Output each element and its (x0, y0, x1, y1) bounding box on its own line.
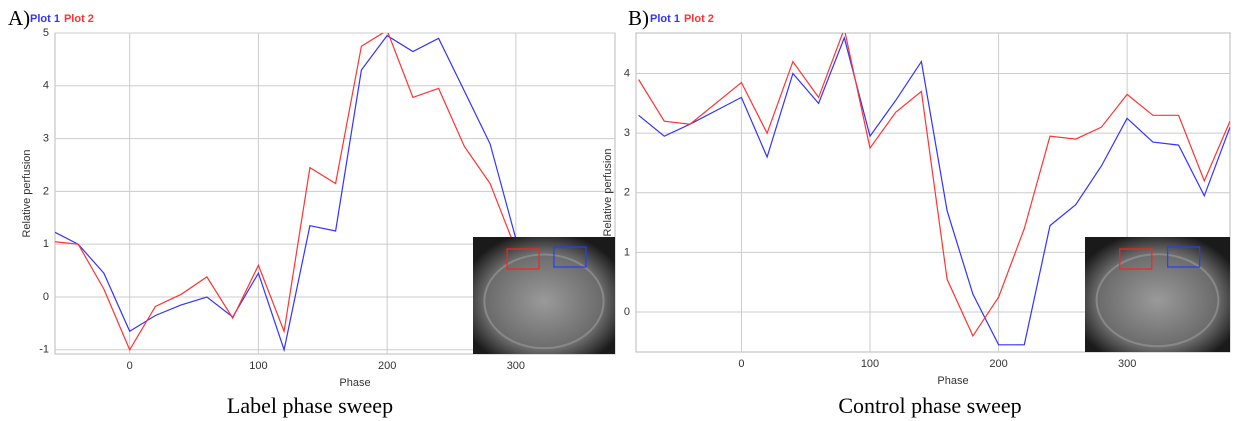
y-tick-label: 3 (624, 127, 630, 139)
x-axis-label: Phase (339, 377, 370, 389)
data-line (638, 35, 1230, 346)
caption: Label phase sweep (227, 393, 393, 418)
y-tick-label: -1 (39, 344, 49, 356)
roi-box (506, 248, 540, 270)
y-tick-label: 5 (43, 27, 49, 39)
legend-entry: Plot 1 (650, 13, 680, 25)
y-tick-label: 4 (624, 67, 630, 79)
x-tick-label: 0 (738, 358, 744, 370)
panel-label: B) (628, 6, 649, 30)
x-tick-label: 200 (378, 360, 396, 372)
inset-brain (1095, 253, 1220, 348)
data-line (55, 34, 517, 353)
y-axis-label: Relative perfusion (602, 148, 614, 236)
legend-entry: Plot 2 (64, 13, 94, 25)
y-tick-label: 0 (624, 306, 630, 318)
y-tick-label: 0 (43, 291, 49, 303)
inset-image (473, 237, 615, 354)
y-tick-label: 1 (43, 238, 49, 250)
plot-lines (55, 33, 517, 353)
panel-label: A) (8, 6, 30, 30)
x-tick-label: 0 (127, 360, 133, 372)
roi-box (553, 246, 587, 268)
y-tick-label: 4 (43, 80, 49, 92)
data-line (55, 33, 517, 352)
x-axis-label: Phase (937, 375, 968, 387)
y-tick-label: 2 (624, 187, 630, 199)
inset-image (1085, 237, 1230, 352)
y-tick-label: 1 (624, 246, 630, 258)
x-tick-label: 300 (507, 360, 525, 372)
y-tick-label: 3 (43, 132, 49, 144)
caption: Control phase sweep (838, 393, 1021, 418)
legend-entry: Plot 2 (684, 13, 714, 25)
legend-entry: Plot 1 (30, 13, 60, 25)
y-axis-label: Relative perfusion (21, 149, 33, 237)
x-tick-label: 200 (989, 358, 1007, 370)
x-tick-label: 100 (861, 358, 879, 370)
inset-brain (483, 253, 605, 350)
x-tick-label: 100 (249, 360, 267, 372)
y-tick-label: 2 (43, 185, 49, 197)
plot-lines (638, 33, 1230, 346)
data-line (638, 33, 1230, 338)
roi-box (1167, 246, 1201, 268)
roi-box (1119, 248, 1153, 270)
x-tick-label: 300 (1118, 358, 1136, 370)
